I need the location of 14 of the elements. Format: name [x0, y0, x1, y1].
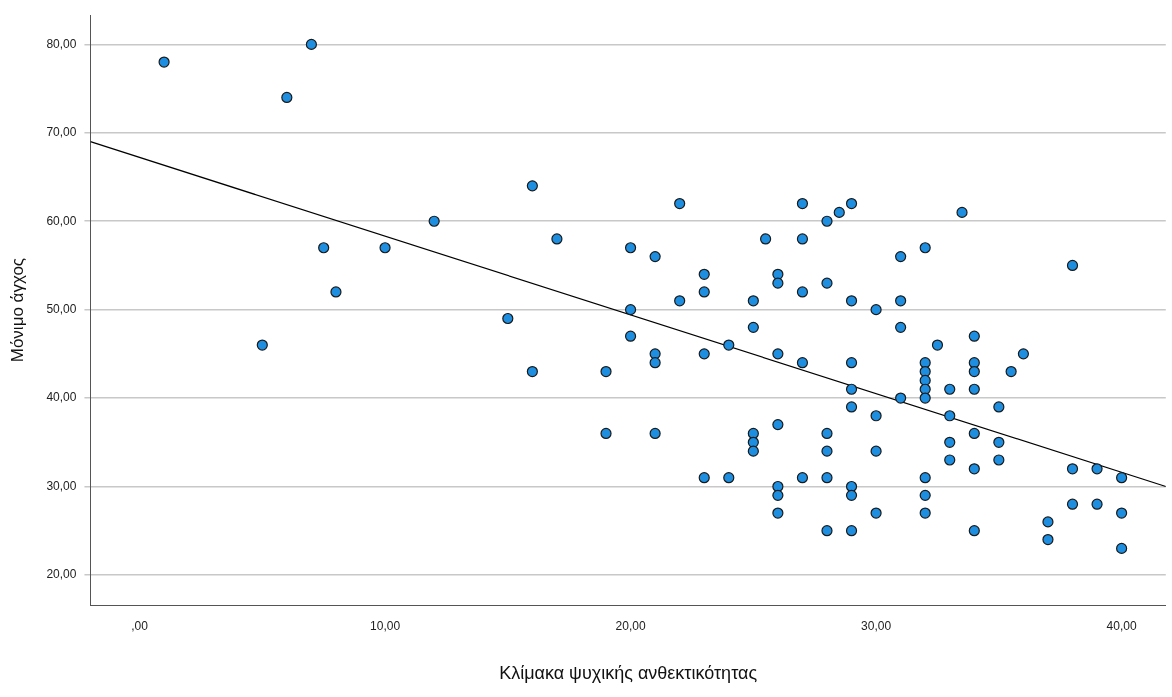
x-tick-label: 20,00 — [615, 618, 646, 633]
y-tick-label: 30,00 — [46, 478, 77, 493]
x-tick-label: 10,00 — [370, 618, 401, 633]
y-tick-label: 20,00 — [46, 567, 77, 582]
y-tick-label: 60,00 — [46, 213, 77, 228]
x-axis-title: Κλίμακα ψυχικής ανθεκτικότητας — [499, 663, 758, 684]
x-tick-label: 40,00 — [1106, 618, 1137, 633]
y-axis-title: Μόνιμο άγχος — [7, 257, 27, 363]
y-tick-label: 70,00 — [46, 125, 77, 140]
y-tick-label: 80,00 — [46, 36, 77, 51]
x-tick-label: ,00 — [131, 618, 149, 633]
x-tick-label: 30,00 — [861, 618, 892, 633]
y-tick-label: 50,00 — [46, 301, 77, 316]
y-tick-label: 40,00 — [46, 390, 77, 405]
